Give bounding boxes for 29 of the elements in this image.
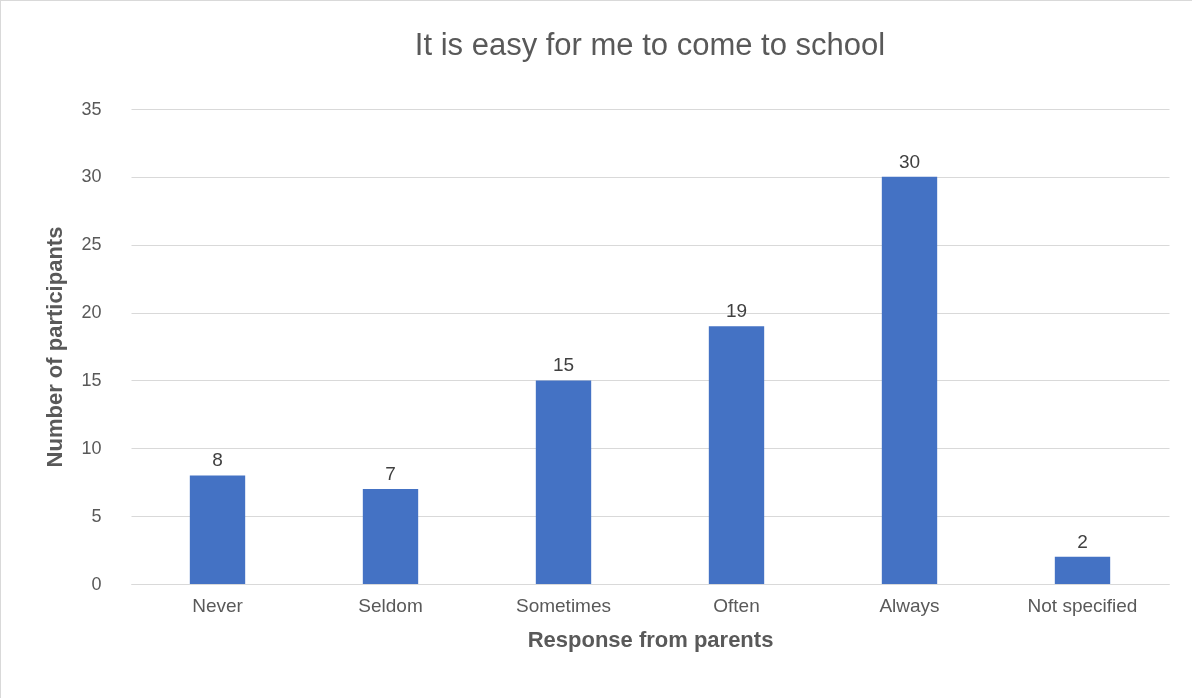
data-label: 7 xyxy=(385,463,396,484)
x-tick-label: Always xyxy=(879,594,940,616)
data-label: 2 xyxy=(1077,530,1088,552)
data-label: 15 xyxy=(552,354,575,376)
bar xyxy=(362,489,419,584)
y-tick-label: 35 xyxy=(81,98,102,119)
bar xyxy=(535,380,592,584)
bar xyxy=(708,326,765,584)
chart-title: It is easy for me to come to school xyxy=(414,27,886,62)
x-tick-label: Often xyxy=(713,594,760,616)
x-tick-label: Not specified xyxy=(1027,594,1138,616)
bar xyxy=(1054,556,1111,584)
x-tick-label: Seldom xyxy=(358,594,423,616)
y-tick-label: 10 xyxy=(81,437,102,458)
y-tick-label: 25 xyxy=(81,234,102,255)
bar xyxy=(881,176,938,584)
x-tick-label: Sometimes xyxy=(515,594,612,616)
y-tick-label: 30 xyxy=(81,166,102,187)
y-tick-label: 15 xyxy=(81,369,102,390)
x-axis-title: Response from parents xyxy=(527,626,774,652)
x-tick-label: Never xyxy=(192,594,244,616)
y-tick-label: 5 xyxy=(91,505,102,526)
data-label: 8 xyxy=(212,449,223,471)
y-tick-label: 20 xyxy=(81,302,102,323)
bar xyxy=(189,475,246,584)
y-tick-label: 0 xyxy=(91,573,102,594)
data-label: 30 xyxy=(898,150,921,172)
y-axis-title: Number of participants xyxy=(42,226,68,468)
data-label: 19 xyxy=(725,300,748,322)
